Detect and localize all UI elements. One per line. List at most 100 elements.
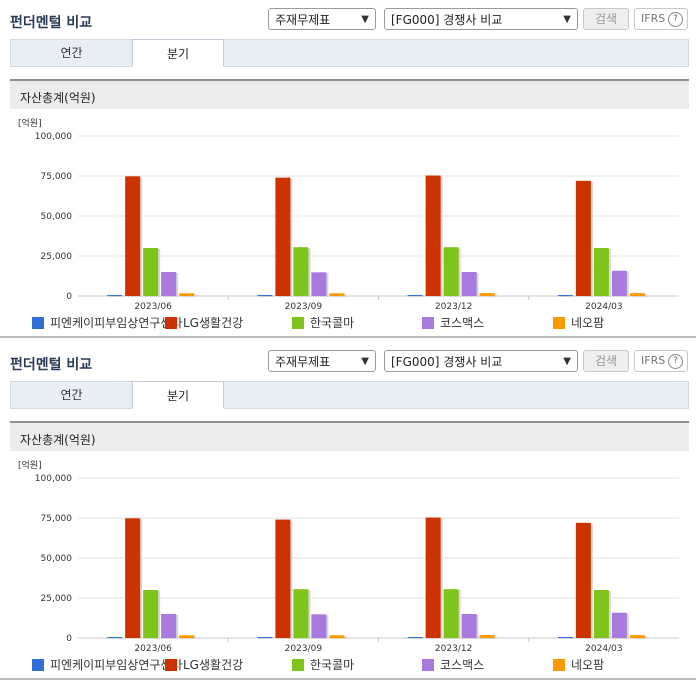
panel-title: 펀더멘털 비교 xyxy=(10,15,93,31)
bar xyxy=(257,637,273,639)
theme-select-value: 주재무제표 xyxy=(275,355,331,369)
legend-swatch xyxy=(553,317,565,329)
compare-select[interactable]: [FG000] 경쟁사 비교 ▼ xyxy=(384,350,578,372)
bar xyxy=(407,295,423,297)
bar xyxy=(611,612,627,638)
bar xyxy=(593,248,609,296)
bar xyxy=(179,635,195,638)
bar xyxy=(293,247,309,296)
bar xyxy=(161,272,177,296)
bar xyxy=(275,177,291,296)
section-title: 자산총계(억원) xyxy=(20,91,96,105)
legend-swatch xyxy=(32,659,44,671)
legend-label: 네오팜 xyxy=(571,658,605,672)
bar xyxy=(461,272,477,296)
y-tick-label: 25,000 xyxy=(41,252,73,262)
search-button[interactable]: 검색 xyxy=(583,350,629,372)
compare-select[interactable]: [FG000] 경쟁사 비교 ▼ xyxy=(384,8,578,30)
bar xyxy=(125,176,141,296)
legend-swatch xyxy=(292,659,304,671)
x-tick-label: 2023/06 xyxy=(134,644,172,654)
legend-label: 코스맥스 xyxy=(440,658,485,672)
chevron-down-icon: ▼ xyxy=(361,14,369,25)
legend-swatch xyxy=(292,317,304,329)
section-header: 자산총계(억원) xyxy=(10,79,689,109)
period-tabs: 연간 분기 xyxy=(10,381,689,409)
bar xyxy=(143,248,159,296)
chevron-down-icon: ▼ xyxy=(361,356,369,367)
bar xyxy=(461,614,477,638)
search-button[interactable]: 검색 xyxy=(583,8,629,30)
bar xyxy=(179,293,195,296)
y-unit-label: [억원] xyxy=(18,459,42,471)
y-tick-label: 50,000 xyxy=(41,212,73,222)
y-tick-label: 0 xyxy=(66,292,72,302)
x-tick-label: 2023/12 xyxy=(435,644,472,654)
period-tabs: 연간 분기 xyxy=(10,39,689,67)
bar xyxy=(161,614,177,638)
theme-select-value: 주재무제표 xyxy=(275,13,331,27)
asset-total-chart: [억원] 100,000 75,000 50,000 25,000 0 2023/06 202… xyxy=(10,454,689,674)
bar-shadow xyxy=(259,638,275,640)
x-tick-label: 2024/03 xyxy=(585,302,622,312)
chevron-down-icon: ▼ xyxy=(563,14,571,25)
bar xyxy=(425,517,441,638)
legend-swatch xyxy=(553,659,565,671)
asset-total-chart: [억원] 100,000 75,000 50,000 25,000 0 2023/06 202… xyxy=(10,112,689,332)
panel-title: 펀더멘털 비교 xyxy=(10,357,93,373)
legend-label: 피엔케이피부임상연구센타 xyxy=(50,658,183,672)
panel-divider xyxy=(0,336,696,338)
fundamental-compare-panel: 펀더멘털 비교 주재무제표 ▼ [FG000] 경쟁사 비교 ▼ 검색 IFRS… xyxy=(0,342,696,684)
tab-quarterly[interactable]: 분기 xyxy=(132,381,224,409)
bar xyxy=(443,247,459,296)
ifrs-button[interactable]: IFRS ? xyxy=(634,8,688,30)
compare-select-value: [FG000] 경쟁사 비교 xyxy=(391,13,503,27)
bar xyxy=(443,589,459,638)
bar xyxy=(257,295,273,297)
fundamental-compare-panel: 펀더멘털 비교 주재무제표 ▼ [FG000] 경쟁사 비교 ▼ 검색 IFRS… xyxy=(0,8,696,338)
bar xyxy=(311,614,327,638)
bar xyxy=(311,272,327,296)
x-tick-label: 2023/06 xyxy=(134,302,172,312)
bar xyxy=(143,590,159,638)
tab-annual[interactable]: 연간 xyxy=(60,46,83,60)
ifrs-label: IFRS xyxy=(641,354,666,367)
y-tick-label: 100,000 xyxy=(35,474,72,484)
x-tick-label: 2023/09 xyxy=(285,644,323,654)
bar xyxy=(329,635,345,638)
y-tick-label: 100,000 xyxy=(35,132,72,142)
legend-label: 피엔케이피부임상연구센타 xyxy=(50,316,183,330)
bar-shadow xyxy=(559,296,575,298)
theme-select[interactable]: 주재무제표 ▼ xyxy=(268,8,376,30)
bar xyxy=(107,295,123,297)
bar xyxy=(293,589,309,638)
ifrs-button[interactable]: IFRS ? xyxy=(634,350,688,372)
tab-quarterly[interactable]: 분기 xyxy=(132,39,224,67)
tab-annual[interactable]: 연간 xyxy=(60,388,83,402)
bar xyxy=(479,635,495,638)
bar-shadow xyxy=(109,638,125,640)
bar xyxy=(557,637,573,639)
bar xyxy=(611,270,627,296)
bar-shadow xyxy=(109,296,125,298)
bar xyxy=(125,518,141,638)
legend-swatch xyxy=(32,317,44,329)
bar xyxy=(479,293,495,296)
bar xyxy=(407,637,423,639)
bar xyxy=(575,522,591,638)
bar xyxy=(593,590,609,638)
legend-label: 한국콜마 xyxy=(310,658,355,672)
help-icon: ? xyxy=(668,354,683,369)
bar xyxy=(275,519,291,638)
panel-header: 펀더멘털 비교 주재무제표 ▼ [FG000] 경쟁사 비교 ▼ 검색 IFRS… xyxy=(0,342,696,380)
section-title: 자산총계(억원) xyxy=(20,433,96,447)
bar-shadow xyxy=(409,296,425,298)
legend-swatch xyxy=(422,317,434,329)
bar xyxy=(629,635,645,638)
y-unit-label: [억원] xyxy=(18,117,42,129)
theme-select[interactable]: 주재무제표 ▼ xyxy=(268,350,376,372)
bar xyxy=(329,293,345,296)
bar-shadow xyxy=(409,638,425,640)
ifrs-label: IFRS xyxy=(641,12,666,25)
bar-shadow xyxy=(259,296,275,298)
